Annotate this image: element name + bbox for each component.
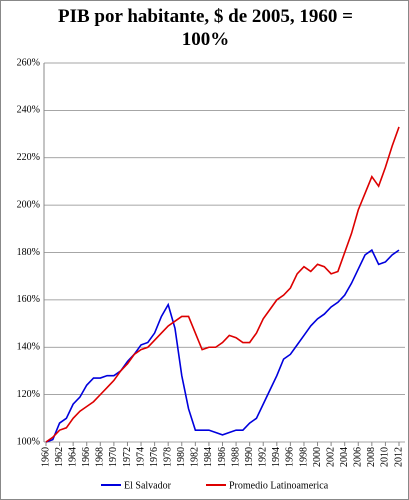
x-tick-label: 1972 (122, 447, 133, 467)
y-tick-label: 180% (17, 247, 40, 258)
y-tick-label: 100% (17, 436, 40, 447)
x-tick-label: 1962 (54, 447, 65, 467)
legend-label: El Salvador (124, 480, 172, 491)
x-tick-label: 1984 (203, 447, 214, 467)
x-tick-label: 1982 (190, 447, 201, 467)
y-tick-label: 200% (17, 199, 40, 210)
x-tick-label: 1976 (149, 447, 160, 467)
x-tick-label: 1996 (285, 447, 296, 467)
x-tick-label: 1998 (298, 447, 309, 467)
x-tick-label: 1992 (258, 447, 269, 467)
y-tick-label: 220% (17, 152, 40, 163)
y-tick-label: 240% (17, 105, 40, 116)
x-tick-label: 2008 (366, 447, 377, 467)
x-tick-label: 1966 (81, 447, 92, 467)
y-tick-label: 120% (17, 389, 40, 400)
x-tick-label: 1990 (244, 447, 255, 467)
x-tick-label: 2004 (339, 447, 350, 467)
x-tick-label: 1978 (162, 447, 173, 467)
chart-title: PIB por habitante, $ de 2005, 1960 = 100… (58, 6, 353, 50)
x-tick-label: 2010 (380, 447, 391, 467)
series-line (45, 126, 400, 443)
y-tick-label: 160% (17, 294, 40, 305)
x-tick-label: 1974 (135, 447, 146, 467)
legend-label: Promedio Latinoamerica (229, 480, 329, 491)
x-tick-label: 2006 (353, 447, 364, 467)
x-tick-label: 1988 (230, 447, 241, 467)
x-tick-label: 1968 (95, 447, 106, 467)
x-tick-label: 2002 (325, 447, 336, 467)
y-tick-label: 260% (17, 57, 40, 68)
x-tick-label: 1970 (108, 447, 119, 467)
x-tick-label: 1960 (40, 447, 51, 467)
x-tick-label: 2012 (393, 447, 404, 467)
series-line (45, 248, 400, 443)
x-tick-label: 1980 (176, 447, 187, 467)
x-tick-label: 2000 (312, 447, 323, 467)
x-tick-label: 1964 (67, 447, 78, 467)
x-tick-label: 1994 (271, 447, 282, 467)
x-tick-label: 1986 (217, 447, 228, 467)
y-tick-label: 140% (17, 342, 40, 353)
